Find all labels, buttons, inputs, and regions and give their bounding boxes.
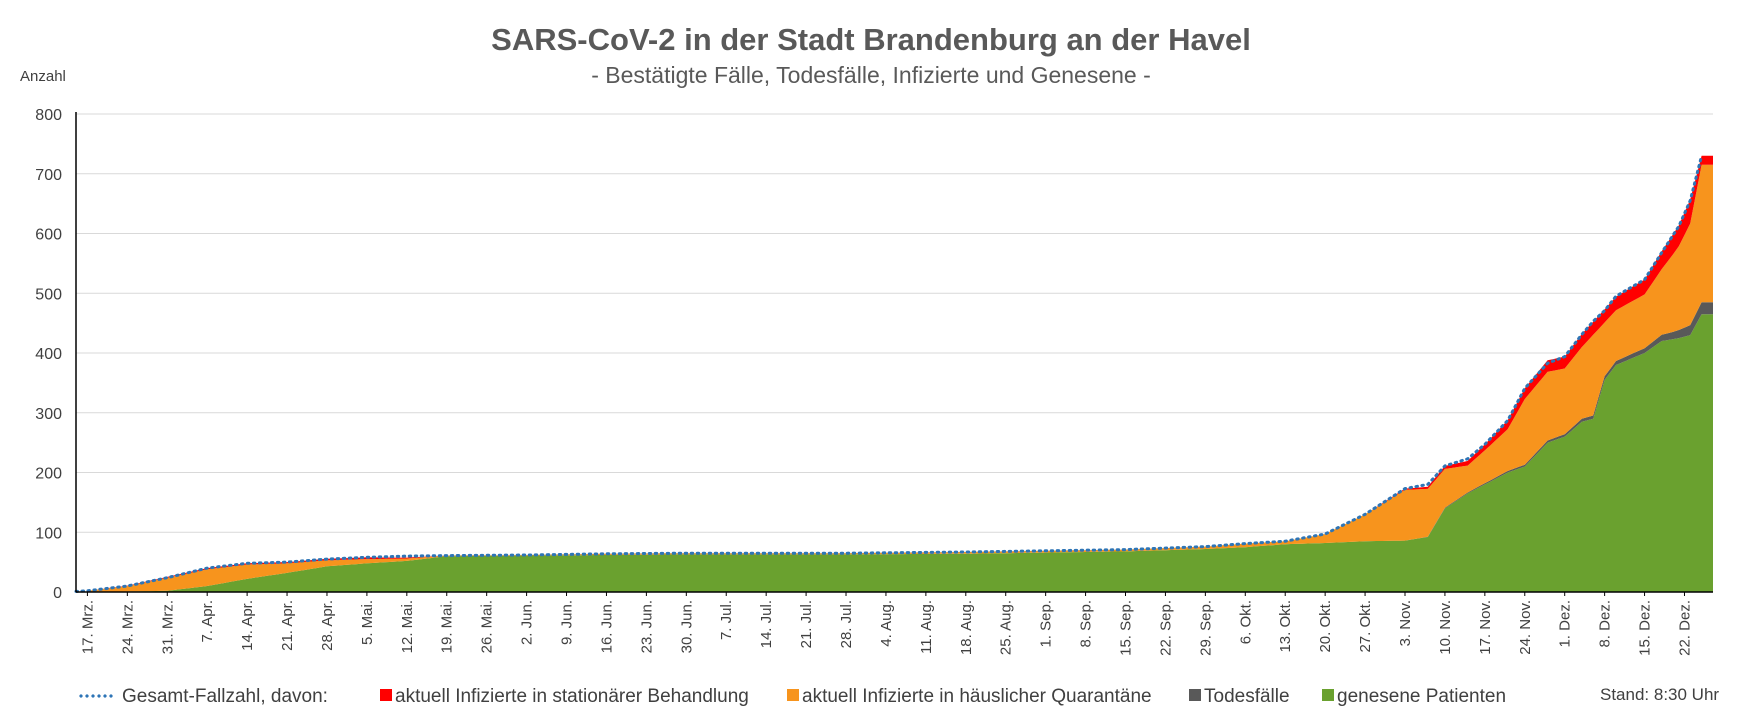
x-tick-label: 21. Jul. xyxy=(798,600,815,648)
area-recovered xyxy=(87,314,1713,592)
y-tick-label: 700 xyxy=(35,167,62,184)
axes xyxy=(75,112,1713,593)
x-tick-label: 23. Jun. xyxy=(638,600,655,653)
x-tick-label: 15. Dez. xyxy=(1637,600,1654,656)
x-tick-label: 21. Apr. xyxy=(279,600,296,651)
y-tick-label: 500 xyxy=(35,286,62,303)
legend-swatch-hospital xyxy=(380,689,392,701)
legend-label-recovered: genesene Patienten xyxy=(1337,686,1507,707)
x-tick-label: 14. Apr. xyxy=(239,600,256,651)
y-tick-label: 100 xyxy=(35,525,62,542)
legend-label-total: Gesamt-Fallzahl, davon: xyxy=(122,686,328,707)
x-tick-label: 20. Okt. xyxy=(1317,600,1334,653)
legend-item-recovered: genesene Patienten xyxy=(1322,686,1506,708)
x-tick-label: 13. Okt. xyxy=(1277,600,1294,653)
x-tick-label: 7. Jul. xyxy=(718,600,735,640)
x-tick-label: 11. Aug. xyxy=(918,600,935,654)
x-tick-label: 26. Mai. xyxy=(479,600,496,653)
x-tick-label: 31. Mrz. xyxy=(159,600,176,654)
legend-swatch-recovered xyxy=(1322,689,1334,701)
y-tick-label: 600 xyxy=(35,227,62,244)
x-tick-label: 12. Mai. xyxy=(399,600,416,653)
total-cases-line xyxy=(74,154,1704,593)
chart-title: SARS-CoV-2 in der Stadt Brandenburg an d… xyxy=(491,22,1251,57)
legend-swatch-deaths xyxy=(1189,689,1201,701)
x-tick-label: 15. Sep. xyxy=(1118,600,1135,656)
legend-item-quarantine: aktuell Infizierte in häuslicher Quarant… xyxy=(787,686,1152,708)
x-tick-label: 1. Sep. xyxy=(1038,600,1055,648)
x-tick-label: 8. Dez. xyxy=(1597,600,1614,648)
x-tick-label: 7. Apr. xyxy=(199,600,216,643)
area-series xyxy=(87,155,1713,593)
y-tick-label: 200 xyxy=(35,466,62,483)
x-tick-label: 4. Aug. xyxy=(878,600,895,647)
x-tick-label: 16. Jun. xyxy=(599,600,616,653)
x-tick-label: 3. Nov. xyxy=(1397,600,1414,646)
x-tick-label: 24. Nov. xyxy=(1517,600,1534,655)
x-tick-label: 9. Jun. xyxy=(559,600,576,645)
x-tick-label: 10. Nov. xyxy=(1437,600,1454,655)
x-tick-labels: 17. Mrz. 24. Mrz. 31. Mrz. 7. Apr. 14. Apr. 2… xyxy=(79,592,1694,656)
x-tick-label: 6. Okt. xyxy=(1237,600,1254,644)
x-tick-label: 19. Mai. xyxy=(439,600,456,653)
legend-item-hospital: aktuell Infizierte in stationärer Behand… xyxy=(380,686,749,708)
y-tick-label: 800 xyxy=(35,107,62,124)
x-tick-label: 27. Okt. xyxy=(1357,600,1374,653)
y-axis-label: Anzahl xyxy=(20,68,66,85)
x-tick-label: 17. Nov. xyxy=(1477,600,1494,655)
x-tick-label: 30. Jun. xyxy=(678,600,695,653)
x-tick-label: 25. Aug. xyxy=(998,600,1015,655)
x-tick-label: 28. Apr. xyxy=(319,600,336,651)
x-tick-label: 24. Mrz. xyxy=(119,600,136,654)
legend-item-total: Gesamt-Fallzahl, davon: xyxy=(78,686,328,708)
y-tick-labels: 0 100 200 300 400 500 600 700 800 xyxy=(35,107,62,602)
legend-label-quarantine: aktuell Infizierte in häuslicher Quarant… xyxy=(802,686,1152,707)
x-tick-label: 18. Aug. xyxy=(958,600,975,655)
legend-label-hospital: aktuell Infizierte in stationärer Behand… xyxy=(395,686,749,707)
total-line-layer xyxy=(74,154,1704,593)
chart-subtitle: - Bestätigte Fälle, Todesfälle, Infizier… xyxy=(591,62,1151,88)
x-tick-label: 17. Mrz. xyxy=(79,600,96,654)
y-tick-label: 0 xyxy=(53,585,62,602)
x-tick-label: 28. Jul. xyxy=(838,600,855,648)
x-tick-label: 1. Dez. xyxy=(1557,600,1574,648)
legend-swatch-total xyxy=(78,694,114,698)
y-tick-label: 300 xyxy=(35,406,62,423)
x-tick-label: 14. Jul. xyxy=(758,600,775,648)
x-tick-label: 22. Sep. xyxy=(1157,600,1174,656)
x-tick-label: 5. Mai. xyxy=(359,600,376,645)
y-tick-label: 400 xyxy=(35,346,62,363)
x-tick-label: 22. Dez. xyxy=(1677,600,1694,656)
x-tick-label: 2. Jun. xyxy=(519,600,536,645)
legend-item-deaths: Todesfälle xyxy=(1189,686,1290,708)
timestamp-label: Stand: 8:30 Uhr xyxy=(1600,685,1720,704)
legend-swatch-quarantine xyxy=(787,689,799,701)
legend-label-deaths: Todesfälle xyxy=(1204,686,1290,707)
x-tick-label: 8. Sep. xyxy=(1078,600,1095,648)
x-tick-label: 29. Sep. xyxy=(1197,600,1214,656)
